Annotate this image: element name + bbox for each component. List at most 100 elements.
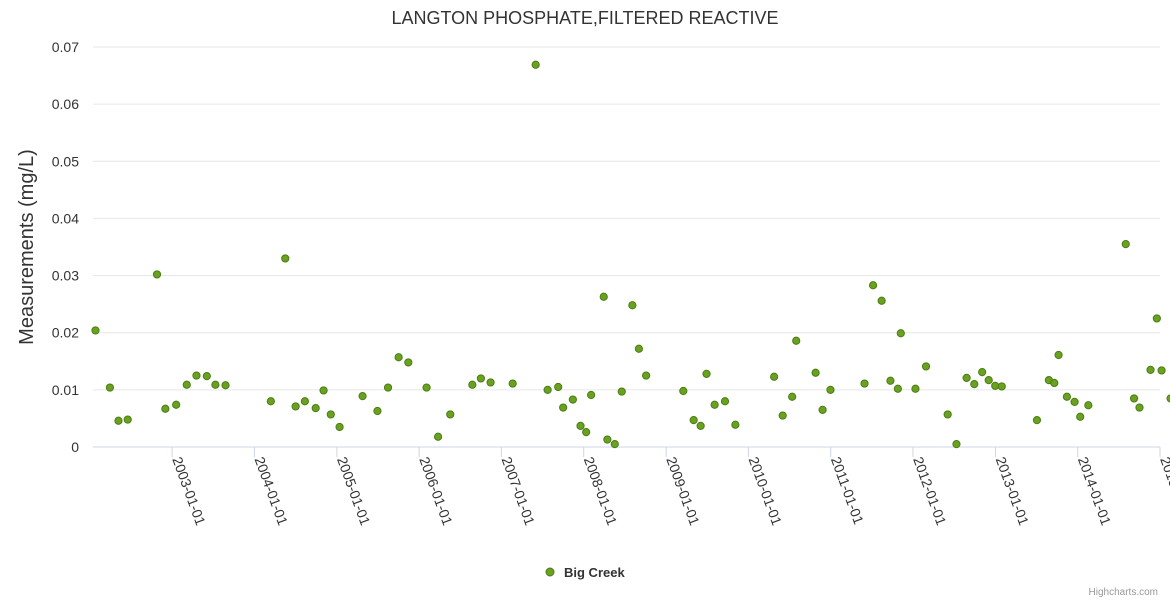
data-point[interactable]: [172, 400, 181, 409]
data-point[interactable]: [1135, 403, 1144, 412]
data-point[interactable]: [617, 387, 626, 396]
data-point[interactable]: [689, 416, 698, 425]
data-point[interactable]: [792, 336, 801, 345]
data-point[interactable]: [1076, 412, 1085, 421]
data-point[interactable]: [911, 384, 920, 393]
data-point[interactable]: [554, 382, 563, 392]
data-point[interactable]: [182, 380, 191, 389]
data-point[interactable]: [326, 410, 335, 419]
data-point[interactable]: [984, 376, 993, 385]
legend[interactable]: Big Creek: [545, 565, 625, 580]
data-point[interactable]: [291, 402, 300, 411]
data-point[interactable]: [335, 422, 344, 432]
data-point[interactable]: [221, 381, 230, 390]
data-point[interactable]: [1062, 392, 1072, 401]
y-tick-label: 0: [71, 439, 79, 455]
data-point[interactable]: [446, 410, 455, 419]
data-point[interactable]: [319, 386, 328, 395]
data-point[interactable]: [587, 390, 596, 400]
data-point[interactable]: [422, 383, 431, 392]
data-point[interactable]: [1121, 240, 1130, 249]
data-point[interactable]: [300, 397, 309, 406]
y-tick-label: 0.03: [52, 268, 79, 284]
data-point[interactable]: [634, 344, 643, 353]
data-point[interactable]: [642, 371, 651, 380]
data-point[interactable]: [1084, 401, 1093, 410]
legend-item-big-creek[interactable]: Big Creek: [564, 565, 625, 580]
data-point[interactable]: [710, 400, 719, 409]
data-point[interactable]: [486, 378, 495, 387]
data-point[interactable]: [281, 254, 290, 263]
data-point[interactable]: [373, 406, 382, 416]
data-point[interactable]: [358, 392, 367, 401]
data-point[interactable]: [476, 374, 485, 383]
data-point[interactable]: [952, 440, 961, 449]
data-point[interactable]: [1032, 416, 1042, 425]
legend-marker-icon[interactable]: [545, 567, 555, 577]
data-point[interactable]: [202, 372, 211, 381]
data-point[interactable]: [1070, 397, 1079, 406]
data-point[interactable]: [1152, 314, 1161, 323]
data-point[interactable]: [192, 371, 201, 380]
data-point[interactable]: [970, 380, 979, 389]
data-point[interactable]: [105, 383, 115, 392]
data-point[interactable]: [696, 421, 705, 430]
data-point[interactable]: [211, 380, 220, 389]
data-point[interactable]: [962, 373, 971, 382]
data-point[interactable]: [943, 410, 952, 419]
data-point[interactable]: [114, 416, 123, 425]
data-point[interactable]: [311, 404, 320, 413]
data-point[interactable]: [770, 372, 779, 381]
data-point[interactable]: [433, 432, 443, 441]
data-point[interactable]: [731, 420, 740, 429]
data-point[interactable]: [508, 379, 517, 388]
data-point[interactable]: [702, 369, 711, 378]
data-point[interactable]: [720, 397, 730, 406]
data-point[interactable]: [978, 368, 987, 377]
data-point[interactable]: [886, 376, 895, 385]
data-point[interactable]: [628, 301, 637, 310]
data-point[interactable]: [921, 362, 931, 371]
data-point[interactable]: [531, 60, 540, 69]
data-point[interactable]: [266, 397, 275, 406]
data-point[interactable]: [394, 353, 403, 362]
series-big-creek-points[interactable]: [91, 60, 1170, 449]
data-point[interactable]: [161, 404, 170, 413]
data-point[interactable]: [1157, 366, 1166, 375]
data-point[interactable]: [896, 329, 905, 338]
data-point[interactable]: [559, 403, 568, 412]
data-point[interactable]: [1054, 350, 1063, 360]
data-point[interactable]: [91, 326, 100, 335]
data-point[interactable]: [818, 405, 827, 414]
data-point[interactable]: [468, 380, 477, 389]
data-point[interactable]: [788, 392, 797, 401]
data-point[interactable]: [893, 384, 902, 393]
y-tick-label: 0.04: [52, 210, 79, 226]
data-point[interactable]: [543, 385, 552, 394]
data-point[interactable]: [152, 270, 162, 279]
data-point[interactable]: [582, 428, 591, 437]
data-point[interactable]: [811, 368, 820, 377]
data-point[interactable]: [1129, 394, 1139, 403]
data-point[interactable]: [826, 385, 835, 394]
y-tick-label: 0.02: [52, 325, 79, 341]
data-point[interactable]: [1146, 365, 1155, 374]
data-point[interactable]: [383, 383, 393, 392]
data-point[interactable]: [877, 296, 886, 305]
data-point[interactable]: [576, 421, 585, 430]
data-point[interactable]: [1166, 394, 1170, 403]
data-point[interactable]: [123, 415, 132, 424]
data-point[interactable]: [603, 435, 612, 444]
data-point[interactable]: [599, 292, 608, 301]
data-point[interactable]: [1050, 378, 1059, 388]
data-point[interactable]: [860, 379, 869, 388]
data-point[interactable]: [868, 281, 878, 290]
credits-link[interactable]: Highcharts.com: [1089, 587, 1158, 598]
data-point[interactable]: [679, 386, 688, 396]
data-point[interactable]: [610, 440, 619, 449]
data-point[interactable]: [568, 395, 577, 404]
data-point[interactable]: [778, 411, 787, 420]
data-point[interactable]: [997, 382, 1006, 391]
data-point[interactable]: [404, 358, 413, 367]
